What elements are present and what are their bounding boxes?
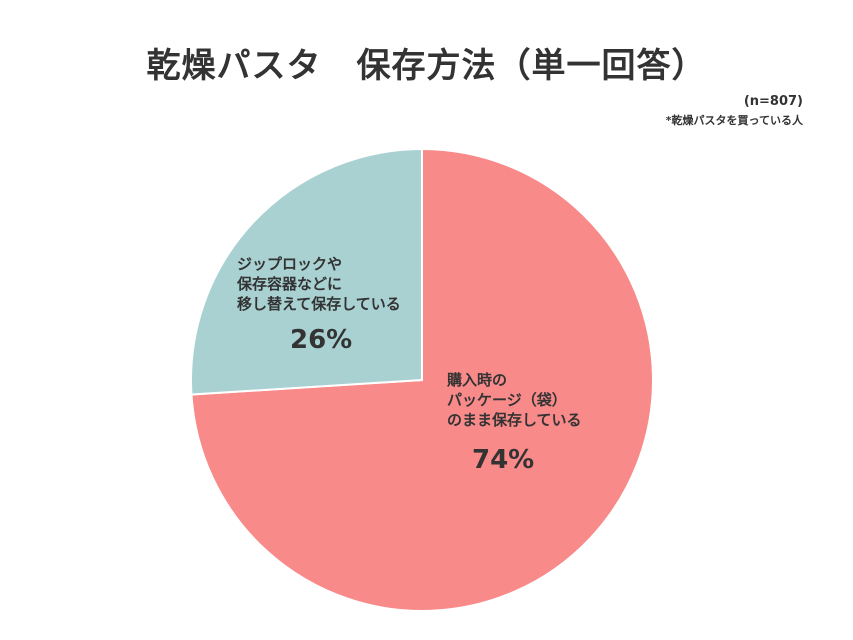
chart-title: 乾燥パスタ 保存方法（単一回答） bbox=[146, 46, 707, 86]
slice-percent-container: 26% bbox=[290, 325, 353, 355]
slice-label-package: 購入時の パッケージ（袋） のまま保存している bbox=[447, 371, 582, 429]
slice-label-container: ジップロックや 保存容器などに 移し替えて保存している bbox=[237, 255, 401, 313]
sample-note: *乾燥パスタを買っている人 bbox=[665, 114, 803, 127]
sample-size: (n=807) bbox=[743, 94, 803, 109]
pie-slices bbox=[190, 147, 654, 612]
slice-percent-package: 74% bbox=[472, 445, 535, 475]
pie-slice-container bbox=[190, 147, 423, 396]
